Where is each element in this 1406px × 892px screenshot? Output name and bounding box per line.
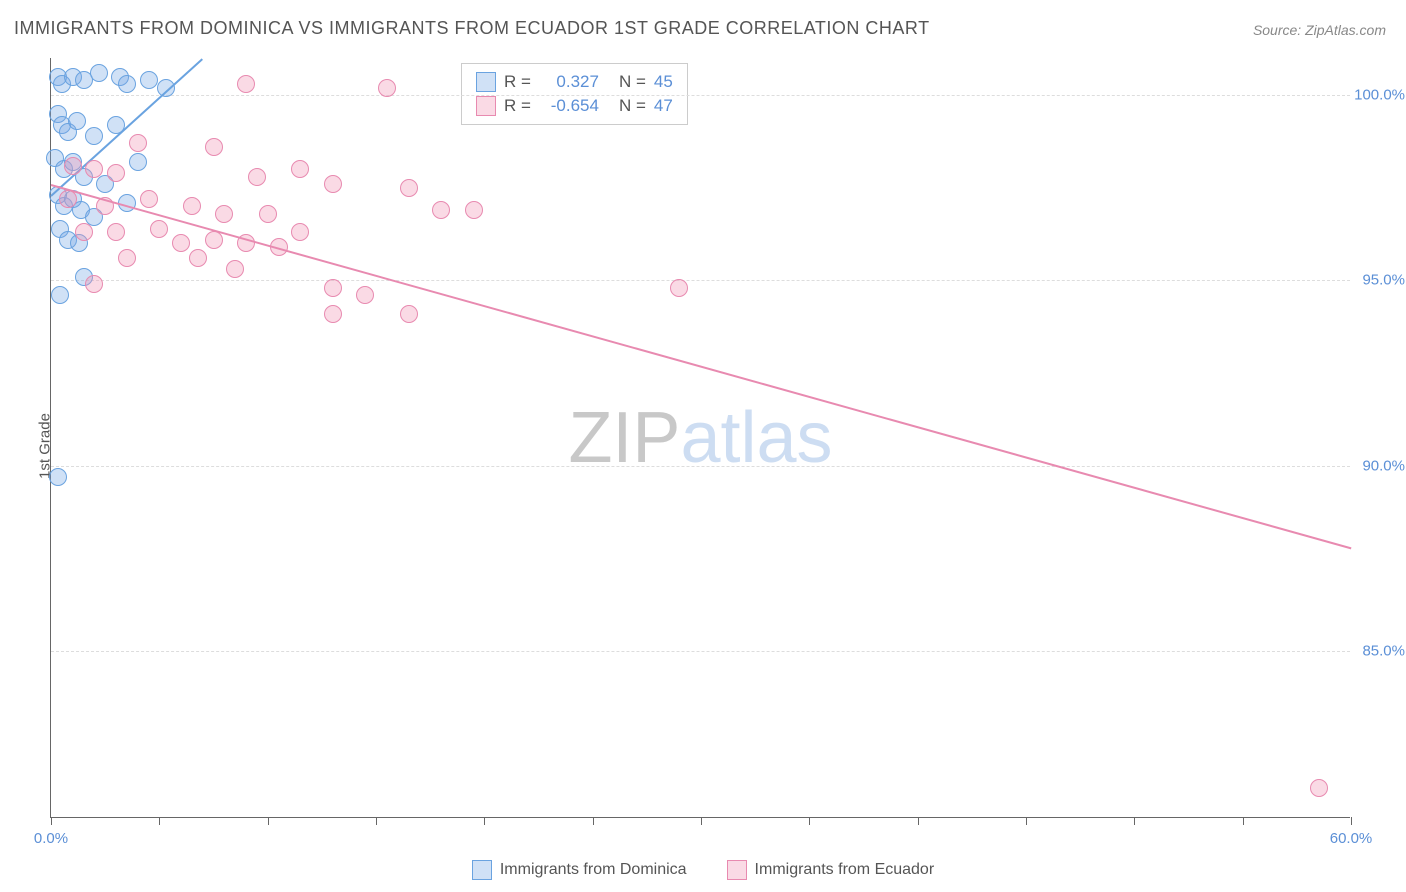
scatter-point xyxy=(259,205,277,223)
bottom-legend-item: Immigrants from Dominica xyxy=(472,860,687,880)
x-tick xyxy=(1351,817,1352,825)
scatter-point xyxy=(324,279,342,297)
legend-r-label: R = xyxy=(504,72,531,92)
gridline xyxy=(51,651,1350,652)
y-tick-label: 95.0% xyxy=(1362,272,1405,289)
x-tick xyxy=(1134,817,1135,825)
legend-swatch xyxy=(727,860,747,880)
bottom-legend-label: Immigrants from Dominica xyxy=(500,861,687,879)
x-tick xyxy=(701,817,702,825)
regression-line xyxy=(51,184,1352,549)
bottom-legend-label: Immigrants from Ecuador xyxy=(755,861,935,879)
scatter-point xyxy=(129,153,147,171)
scatter-point xyxy=(140,190,158,208)
scatter-point xyxy=(324,175,342,193)
scatter-point xyxy=(378,79,396,97)
x-tick xyxy=(268,817,269,825)
scatter-point xyxy=(432,201,450,219)
scatter-point xyxy=(237,75,255,93)
legend-swatch xyxy=(472,860,492,880)
x-tick-label: 0.0% xyxy=(34,830,68,847)
legend-r-label: R = xyxy=(504,96,531,116)
scatter-point xyxy=(215,205,233,223)
chart-title: IMMIGRANTS FROM DOMINICA VS IMMIGRANTS F… xyxy=(14,18,930,39)
legend-row: R = -0.654 N = 47 xyxy=(476,94,673,118)
x-tick xyxy=(918,817,919,825)
bottom-legend-item: Immigrants from Ecuador xyxy=(727,860,935,880)
scatter-point xyxy=(68,112,86,130)
scatter-point xyxy=(51,286,69,304)
scatter-point xyxy=(85,127,103,145)
scatter-point xyxy=(85,275,103,293)
legend-swatch xyxy=(476,72,496,92)
scatter-point xyxy=(291,223,309,241)
x-tick xyxy=(809,817,810,825)
x-tick xyxy=(376,817,377,825)
scatter-point xyxy=(189,249,207,267)
y-tick-label: 90.0% xyxy=(1362,457,1405,474)
legend-n-label: N = xyxy=(619,96,646,116)
scatter-point xyxy=(90,64,108,82)
legend-swatch xyxy=(476,96,496,116)
scatter-point xyxy=(107,164,125,182)
gridline xyxy=(51,280,1350,281)
scatter-point xyxy=(140,71,158,89)
scatter-point xyxy=(64,157,82,175)
scatter-point xyxy=(129,134,147,152)
scatter-point xyxy=(49,468,67,486)
scatter-point xyxy=(1310,779,1328,797)
gridline xyxy=(51,95,1350,96)
y-tick-label: 100.0% xyxy=(1354,87,1405,104)
scatter-point xyxy=(670,279,688,297)
scatter-point xyxy=(75,223,93,241)
scatter-point xyxy=(172,234,190,252)
scatter-point xyxy=(400,305,418,323)
gridline xyxy=(51,466,1350,467)
scatter-point xyxy=(291,160,309,178)
scatter-point xyxy=(183,197,201,215)
x-tick xyxy=(1026,817,1027,825)
correlation-legend: R = 0.327 N = 45 R = -0.654 N = 47 xyxy=(461,63,688,125)
scatter-point xyxy=(107,223,125,241)
x-tick xyxy=(593,817,594,825)
x-tick xyxy=(1243,817,1244,825)
legend-n-value: 45 xyxy=(654,72,673,92)
scatter-point xyxy=(400,179,418,197)
scatter-point xyxy=(226,260,244,278)
y-tick-label: 85.0% xyxy=(1362,643,1405,660)
scatter-point xyxy=(465,201,483,219)
scatter-point xyxy=(248,168,266,186)
scatter-point xyxy=(205,138,223,156)
scatter-point xyxy=(118,75,136,93)
legend-n-value: 47 xyxy=(654,96,673,116)
plot-area: ZIPatlas R =0.327N =45R =-0.654N =47 85.… xyxy=(50,58,1350,818)
x-tick xyxy=(159,817,160,825)
legend-row: R = 0.327 N = 45 xyxy=(476,70,673,94)
scatter-point xyxy=(324,305,342,323)
legend-n-label: N = xyxy=(619,72,646,92)
bottom-legend: Immigrants from Dominica Immigrants from … xyxy=(0,860,1406,880)
legend-r-value: 0.327 xyxy=(539,72,599,92)
scatter-point xyxy=(356,286,374,304)
x-tick xyxy=(51,817,52,825)
scatter-point xyxy=(150,220,168,238)
legend-r-value: -0.654 xyxy=(539,96,599,116)
source-label: Source: ZipAtlas.com xyxy=(1253,22,1386,38)
scatter-point xyxy=(85,160,103,178)
x-tick-label: 60.0% xyxy=(1330,830,1373,847)
scatter-point xyxy=(118,249,136,267)
x-tick xyxy=(484,817,485,825)
